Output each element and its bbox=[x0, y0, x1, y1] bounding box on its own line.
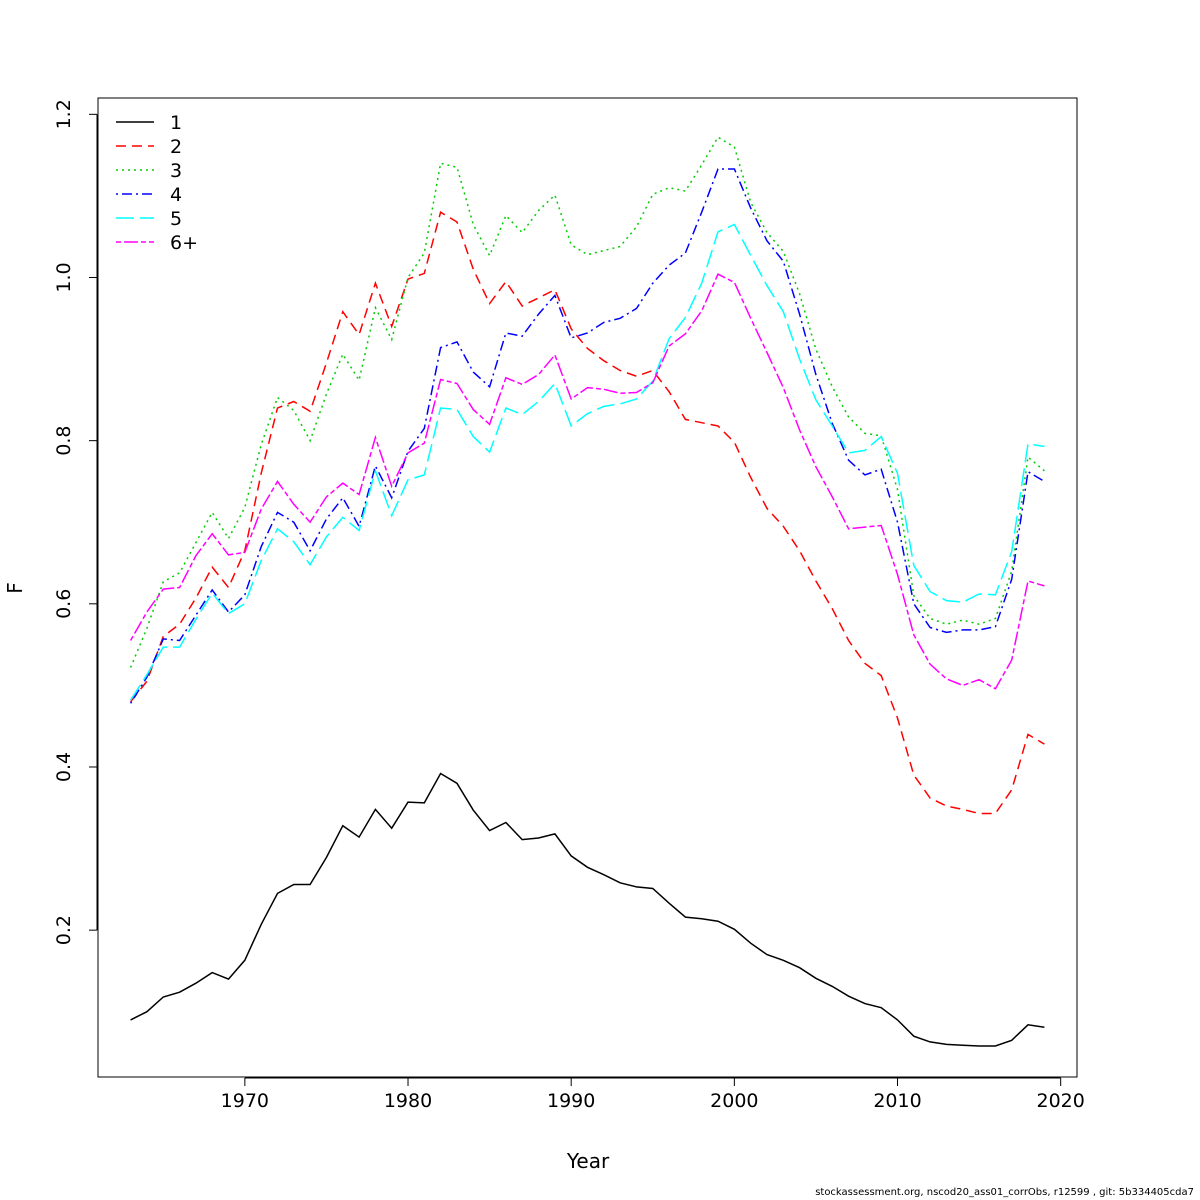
legend-label-4: 4 bbox=[170, 184, 182, 206]
series-line-4 bbox=[129, 168, 1045, 704]
x-tick-label: 2010 bbox=[873, 1090, 921, 1112]
y-tick-label: 1.0 bbox=[53, 262, 75, 292]
x-axis: 1970 1980 1990 2000 2010 2020 bbox=[221, 1077, 1085, 1112]
series-line-3 bbox=[129, 136, 1045, 668]
series-line-5 bbox=[129, 223, 1045, 701]
y-tick-label: 0.6 bbox=[53, 589, 75, 619]
y-tick-label: 0.8 bbox=[53, 426, 75, 456]
x-tick-label: 2020 bbox=[1037, 1090, 1085, 1112]
y-tick-label: 0.4 bbox=[53, 752, 75, 782]
legend-label-3: 3 bbox=[170, 160, 182, 182]
y-tick-label: 1.2 bbox=[53, 99, 75, 129]
series-line-6 bbox=[129, 273, 1045, 690]
x-tick-label: 1980 bbox=[384, 1090, 432, 1112]
series-line-2 bbox=[130, 211, 1045, 815]
y-axis-label: F bbox=[3, 582, 27, 594]
series-line-1 bbox=[130, 772, 1045, 1047]
legend-label-1: 1 bbox=[170, 112, 182, 134]
y-axis: 0.2 0.4 0.6 0.8 1.0 1.2 bbox=[53, 99, 98, 945]
x-axis-label: Year bbox=[566, 1149, 610, 1173]
legend-label-5: 5 bbox=[170, 208, 182, 230]
footer-note: stockassessment.org, nscod20_ass01_corrO… bbox=[815, 1187, 1194, 1198]
legend-label-6: 6+ bbox=[170, 232, 198, 254]
x-tick-label: 1990 bbox=[547, 1090, 595, 1112]
x-tick-label: 1970 bbox=[221, 1090, 269, 1112]
y-tick-label: 0.2 bbox=[53, 915, 75, 945]
plot-area bbox=[97, 97, 1078, 1078]
legend-label-2: 2 bbox=[170, 136, 182, 158]
x-tick-label: 2000 bbox=[710, 1090, 758, 1112]
series-layer bbox=[129, 136, 1045, 1047]
